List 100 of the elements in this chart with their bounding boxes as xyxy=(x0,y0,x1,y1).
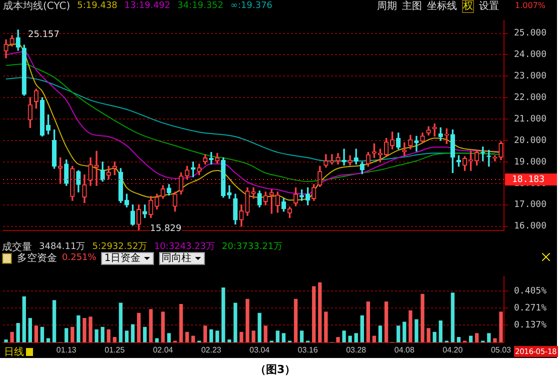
bar xyxy=(300,330,304,342)
bar xyxy=(203,326,208,342)
text: （图3） xyxy=(255,363,296,376)
ref-line-label: 18.183 xyxy=(512,174,545,185)
annotation: 25.157 xyxy=(28,30,60,41)
bar xyxy=(161,312,165,342)
text: 34:19.352 xyxy=(177,0,224,12)
bar xyxy=(136,312,141,342)
y-tick-label: 0.405% xyxy=(514,286,548,296)
bar xyxy=(487,333,491,342)
bar xyxy=(396,326,400,342)
y-tick-label: 25.000 xyxy=(514,28,547,39)
bar xyxy=(167,333,171,342)
bar xyxy=(342,330,346,342)
bar xyxy=(499,312,503,342)
bar xyxy=(52,300,56,342)
text: 1.007% xyxy=(515,0,546,11)
bar xyxy=(438,320,442,342)
text: 主图 xyxy=(402,0,422,12)
bar xyxy=(318,282,322,342)
bar xyxy=(312,286,316,342)
bar xyxy=(4,340,8,342)
y-tick-label: 24.000 xyxy=(514,50,547,60)
y-tick-label: 17.000 xyxy=(514,200,547,210)
y-tick-label: 16.000 xyxy=(514,222,547,232)
bar xyxy=(155,338,159,342)
bar xyxy=(124,330,129,342)
bar xyxy=(360,315,364,342)
bar xyxy=(450,292,455,342)
bar xyxy=(294,298,298,342)
bar xyxy=(240,332,244,342)
bar xyxy=(258,312,262,342)
bar xyxy=(324,312,328,342)
bar xyxy=(76,315,80,342)
bar xyxy=(28,318,32,342)
bar xyxy=(468,336,473,342)
text: 日线 xyxy=(4,346,24,358)
bar xyxy=(414,319,418,342)
text: 3484.11万 xyxy=(39,242,86,252)
bar xyxy=(475,333,479,342)
bar xyxy=(221,287,226,342)
y-tick-label: 0.271% xyxy=(514,303,548,314)
bar xyxy=(432,332,436,342)
bar xyxy=(493,338,497,342)
bar xyxy=(34,326,38,342)
annotation: 15.829 xyxy=(150,224,182,235)
bar xyxy=(70,326,74,342)
bar xyxy=(282,333,286,342)
bar xyxy=(348,336,352,342)
x-tick-label: 01.25 xyxy=(104,345,126,354)
x-tick-label: 04.08 xyxy=(394,345,415,354)
text: 坐标线 xyxy=(427,0,457,12)
bar xyxy=(336,336,340,342)
x-tick-label: 03.16 xyxy=(298,345,318,354)
bar xyxy=(234,302,238,342)
bar xyxy=(40,326,44,342)
x-tick-label: 03.04 xyxy=(250,345,270,354)
x-tick-label: 02.04 xyxy=(152,345,174,354)
text: 同向柱 xyxy=(158,252,205,264)
bar xyxy=(366,301,370,342)
bar xyxy=(130,324,135,342)
bar xyxy=(100,326,104,342)
text: 1日资金 xyxy=(101,252,154,264)
bar xyxy=(378,326,382,342)
bar xyxy=(252,330,256,342)
y-tick-label: 19.000 xyxy=(514,157,547,168)
bar xyxy=(179,304,183,342)
bar xyxy=(106,329,110,342)
bar xyxy=(118,302,123,342)
y-tick-label: 20.000 xyxy=(514,136,547,146)
bar xyxy=(82,318,86,342)
bar xyxy=(88,316,92,342)
bar xyxy=(22,296,26,342)
bar xyxy=(16,323,20,342)
bar xyxy=(408,310,412,342)
y-tick-label: 22.000 xyxy=(514,92,547,103)
chart-title: 成本均线(CYC) xyxy=(3,0,70,12)
x-tick-label: 04.20 xyxy=(442,345,464,354)
bar xyxy=(420,294,424,342)
text: 设置 xyxy=(479,0,499,12)
text: 20:3733.21万 xyxy=(222,242,283,252)
text: 权 xyxy=(462,0,474,12)
text: 5:19.438 xyxy=(77,0,118,12)
bar xyxy=(264,326,268,342)
x-tick-label: 03.28 xyxy=(346,345,367,354)
bar xyxy=(143,326,147,342)
bar xyxy=(354,333,358,342)
bar xyxy=(149,309,153,342)
text: 周期 xyxy=(377,0,397,12)
bar xyxy=(215,330,220,342)
bar xyxy=(276,330,280,342)
y-tick-label: 0.137% xyxy=(514,320,548,330)
chart-title: 多空资金 xyxy=(17,252,57,264)
bar xyxy=(209,329,214,342)
bar xyxy=(426,328,430,342)
text: 成交量 xyxy=(2,242,32,252)
bar xyxy=(384,301,388,342)
bar xyxy=(402,322,406,342)
bar xyxy=(185,332,189,342)
x-tick-label: 05.03 xyxy=(490,345,512,354)
